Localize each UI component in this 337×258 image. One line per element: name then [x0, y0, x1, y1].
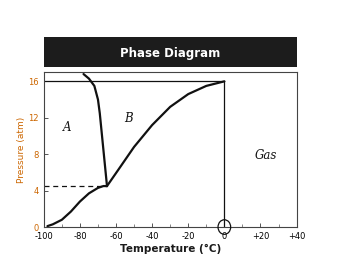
Y-axis label: Pressure (atm): Pressure (atm)	[17, 117, 26, 183]
Text: A: A	[63, 122, 71, 134]
Text: Phase Diagram: Phase Diagram	[120, 47, 220, 60]
X-axis label: Temperature (°C): Temperature (°C)	[120, 244, 221, 254]
Text: B: B	[124, 112, 133, 125]
Text: Gas: Gas	[255, 149, 277, 162]
